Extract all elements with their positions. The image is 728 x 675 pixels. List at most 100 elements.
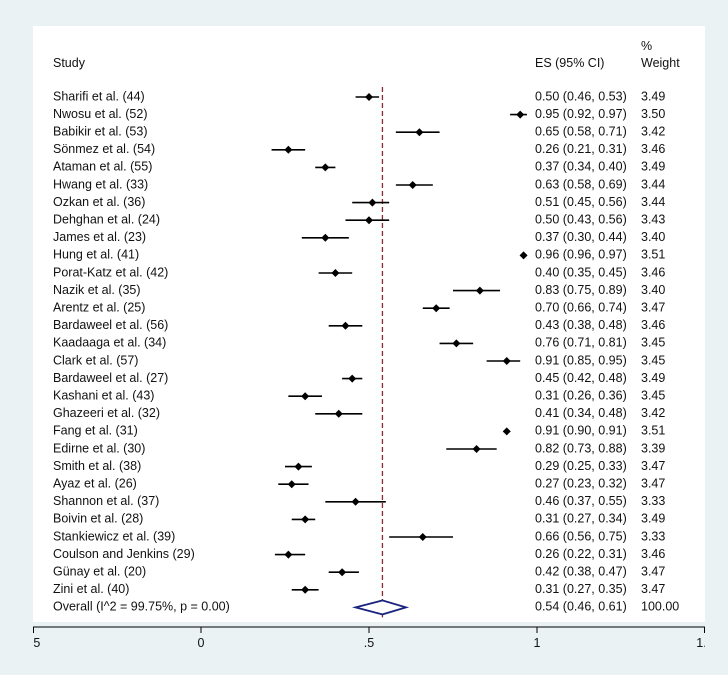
study-label: Sönmez et al. (54) [53,142,155,156]
study-label: Hwang et al. (33) [53,177,148,191]
study-es-ci: 0.45 (0.42, 0.48) [535,371,627,385]
study-point [348,374,357,383]
study-label: Bardaweel et al. (56) [53,318,168,332]
study-es-ci: 0.37 (0.34, 0.40) [535,160,627,174]
study-label: Smith et al. (38) [53,459,141,473]
study-es-ci: 0.46 (0.37, 0.55) [535,494,627,508]
study-weight: 3.46 [641,318,665,332]
study-weight: 3.44 [641,177,665,191]
study-point [365,93,373,101]
study-label: Porat-Katz et al. (42) [53,265,168,279]
study-point [287,480,296,489]
study-point [338,568,347,577]
study-weight: 3.45 [641,388,665,402]
study-label: Zini et al. (40) [53,582,129,596]
study-label: Dehghan et al. (24) [53,212,160,226]
study-weight: 3.40 [641,230,665,244]
study-label: Coulson and Jenkins (29) [53,547,195,561]
study-point [341,321,350,330]
study-point [452,339,461,348]
study-es-ci: 0.40 (0.35, 0.45) [535,265,627,279]
study-es-ci: 0.50 (0.43, 0.56) [535,212,627,226]
study-label: Edirne et al. (30) [53,441,145,455]
study-es-ci: 0.27 (0.23, 0.32) [535,476,627,490]
x-tick-label: 1.5 [696,636,705,650]
header-es-ci: ES (95% CI) [535,56,605,70]
study-es-ci: 0.66 (0.56, 0.75) [535,529,627,543]
study-weight: 3.44 [641,195,665,209]
study-label: Fang et al. (31) [53,424,138,438]
study-point [415,128,424,137]
study-point [321,233,330,242]
x-tick-label: 0 [198,636,205,650]
header-weight-pct: % [641,39,653,53]
study-point [331,269,340,277]
study-es-ci: 0.65 (0.58, 0.71) [535,124,627,138]
x-tick-label: 1 [534,636,541,650]
study-point [368,198,377,207]
study-point [408,181,417,189]
study-weight: 3.50 [641,107,665,121]
study-es-ci: 0.26 (0.21, 0.31) [535,142,627,156]
study-es-ci: 0.31 (0.27, 0.34) [535,512,627,526]
study-es-ci: 0.29 (0.25, 0.33) [535,459,627,473]
study-weight: 3.47 [641,582,665,596]
overall-es-ci: 0.54 (0.46, 0.61) [535,600,627,614]
forest-plot-chart: Sharifi et al. (44) 0.50 (0.46, 0.53) 3.49… [33,87,705,650]
study-point [301,515,310,524]
header-weight: Weight [641,56,680,70]
study-label: Nwosu et al. (52) [53,107,147,121]
study-es-ci: 0.42 (0.38, 0.47) [535,564,627,578]
study-weight: 3.46 [641,142,665,156]
overall-diamond [351,599,410,616]
study-label: Boivin et al. (28) [53,512,143,526]
study-label: Ayaz et al. (26) [53,476,137,490]
study-weight: 3.45 [641,336,665,350]
study-label: Ozkan et al. (36) [53,195,145,209]
study-weight: 3.51 [641,248,665,262]
study-label: Ghazeeri et al. (32) [53,406,160,420]
study-point [284,145,293,154]
study-es-ci: 0.26 (0.22, 0.31) [535,547,627,561]
study-es-ci: 0.82 (0.73, 0.88) [535,441,627,455]
study-es-ci: 0.41 (0.34, 0.48) [535,406,627,420]
study-label: Shannon et al. (37) [53,494,159,508]
study-weight: 3.43 [641,212,665,226]
study-weight: 3.47 [641,459,665,473]
study-es-ci: 0.50 (0.46, 0.53) [535,89,627,103]
x-tick-label: .5 [364,636,374,650]
study-label: Hung et al. (41) [53,248,139,262]
study-label: Kashani et al. (43) [53,388,154,402]
study-point [365,216,373,225]
study-point [519,251,528,260]
study-label: Ataman et al. (55) [53,160,152,174]
study-es-ci: 0.96 (0.96, 0.97) [535,248,627,262]
study-point [432,304,441,313]
study-es-ci: 0.91 (0.90, 0.91) [535,424,627,438]
overall-weight: 100.00 [641,600,679,614]
header-study: Study [53,56,85,70]
x-tick-label: -.5 [33,636,40,650]
study-point [516,110,525,119]
study-weight: 3.46 [641,265,665,279]
study-point [294,462,303,471]
study-weight: 3.42 [641,406,665,420]
study-label: Kaadaaga et al. (34) [53,336,166,350]
study-weight: 3.40 [641,283,665,297]
study-point [472,445,481,453]
study-es-ci: 0.70 (0.66, 0.74) [535,300,627,314]
study-weight: 3.42 [641,124,665,138]
study-point [502,427,511,436]
study-es-ci: 0.76 (0.71, 0.81) [535,336,627,350]
study-es-ci: 0.43 (0.38, 0.48) [535,318,627,332]
study-es-ci: 0.83 (0.75, 0.89) [535,283,627,297]
study-label: James et al. (23) [53,230,146,244]
study-es-ci: 0.63 (0.58, 0.69) [535,177,627,191]
study-weight: 3.47 [641,300,665,314]
study-weight: 3.49 [641,371,665,385]
study-label: Nazik et al. (35) [53,283,141,297]
study-weight: 3.49 [641,160,665,174]
study-label: Bardaweel et al. (27) [53,371,168,385]
study-weight: 3.33 [641,529,665,543]
study-point [475,286,484,295]
